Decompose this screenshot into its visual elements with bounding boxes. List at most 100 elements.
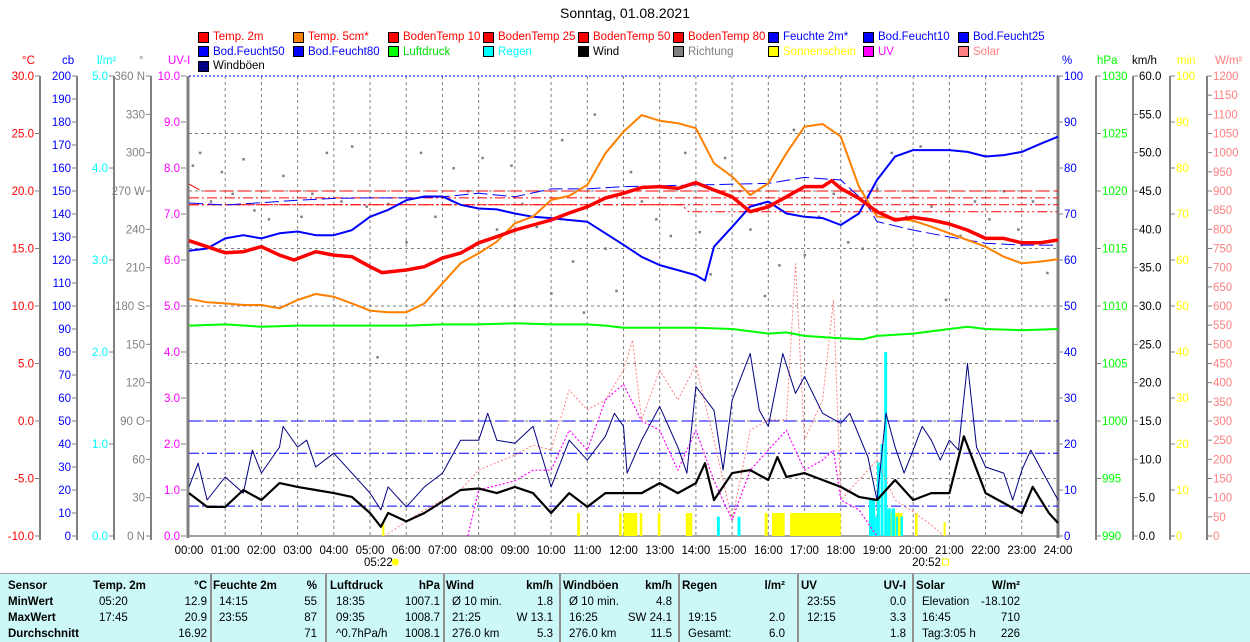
point-richtung xyxy=(684,151,687,155)
point-richtung xyxy=(191,164,195,167)
point-richtung xyxy=(253,209,256,212)
axis-tick-label: 2.0 xyxy=(92,347,108,359)
axis-tick-label: 80 xyxy=(1064,163,1077,175)
point-richtung xyxy=(434,215,437,219)
stats-column: Feuchte 2m% 14:15 55 23:55 87 71 xyxy=(213,578,317,642)
axis-hum: % 0 10 20 30 40 50 60 70 80 90 100 xyxy=(1058,55,1083,543)
column-separator xyxy=(325,574,327,642)
axis-tick-label: 6.0 xyxy=(164,255,180,267)
axis-tick-label: 20.0 xyxy=(12,186,34,198)
moon-icon xyxy=(942,558,950,566)
stats-unit: °C xyxy=(194,580,207,592)
stats-cell-value: 11.5 xyxy=(650,628,672,640)
stats-row: 276.0 km 11.5 xyxy=(563,626,672,642)
series-regen xyxy=(716,352,904,536)
axis-tick-label: 750 xyxy=(1213,244,1232,256)
axis-tick-label: 180 S xyxy=(115,301,145,313)
stats-row: 18:35 1007.1 xyxy=(330,594,440,610)
point-richtung xyxy=(792,128,796,132)
axis-tick-label: 900 xyxy=(1213,186,1232,198)
series-wind xyxy=(188,435,1059,528)
bar-regen xyxy=(887,508,891,536)
stats-unit: % xyxy=(306,580,317,592)
point-richtung xyxy=(1017,228,1020,231)
stats-cell-value: 1008.7 xyxy=(404,612,440,624)
legend-item: Temp. 5cm* xyxy=(293,31,369,43)
stats-cell-label: 21:25 xyxy=(452,612,481,624)
bar-regen xyxy=(900,516,904,536)
legend-label: BodenTemp 80 xyxy=(688,31,766,43)
axis-tick-label: 200 xyxy=(1213,454,1232,466)
legend-swatch xyxy=(863,31,874,43)
point-richtung xyxy=(550,292,553,295)
series-solar xyxy=(384,263,945,537)
column-separator xyxy=(443,574,445,642)
axis-tick-label: 300 xyxy=(126,148,145,160)
point-richtung xyxy=(560,138,564,142)
series-temp2 xyxy=(188,178,1059,275)
point-richtung xyxy=(803,253,807,257)
x-tick-label: 20:00 xyxy=(899,545,928,557)
series-feuchte xyxy=(188,135,1059,282)
stats-row: Tag:3:05 h 226 xyxy=(916,626,1020,642)
bar-sonne xyxy=(771,513,785,536)
stats-column: Luftdruck hPa 18:35 1007.1 09:35 1008.7 ^0.7hP… xyxy=(330,578,440,642)
legend-label: Feuchte 2m* xyxy=(783,31,849,43)
axis-tick-label: 10 xyxy=(1176,485,1189,497)
legend-item: BodenTemp 10 xyxy=(388,31,480,43)
stats-column: Temp. 2m °C 05:20 12.9 17:45 20.9 16.92 xyxy=(93,578,207,642)
x-tick-label: 14:00 xyxy=(682,545,711,557)
stats-unit: km/h xyxy=(526,580,553,592)
sensor-column: Sensor MinWert MaxWert Durchschnitt xyxy=(8,578,88,642)
x-tick-label: 22:00 xyxy=(971,545,1000,557)
stats-cell-value: 12.9 xyxy=(184,596,207,608)
axis-tick-label: 5.0 xyxy=(18,359,34,371)
series-line-bt80 xyxy=(189,204,1058,213)
bar-regen xyxy=(880,444,884,536)
axis-tick-label: -10.0 xyxy=(8,531,34,543)
axis-tick-label: 1000 xyxy=(1213,148,1239,160)
series-richtung xyxy=(191,113,1049,359)
point-richtung xyxy=(535,225,539,229)
axis-tick-label: 90 xyxy=(58,324,71,336)
axis-tick-label: 25.0 xyxy=(12,129,34,141)
legend-swatch xyxy=(863,46,874,57)
axis-tick-label: 100 xyxy=(1213,493,1232,505)
axis-tick-label: 100 xyxy=(1176,71,1195,83)
axis-tick-label: 1200 xyxy=(1213,71,1239,83)
series-bodenfeucht10 xyxy=(188,176,1058,246)
axis-tick-label: 45.0 xyxy=(1139,186,1161,198)
legend-label: Regen xyxy=(498,45,532,58)
bar-sonne xyxy=(639,513,643,536)
stats-title: UV xyxy=(801,580,817,592)
axis-tick-label: 20 xyxy=(1176,439,1189,451)
point-richtung xyxy=(875,187,879,190)
axis-tick-label: 1150 xyxy=(1213,90,1238,102)
stats-cell-label: 16:45 xyxy=(922,612,951,624)
stats-row: 19:15 2.0 xyxy=(682,610,785,626)
series-line-temp5 xyxy=(188,114,1059,314)
stats-cell-value: 71 xyxy=(304,628,317,640)
stats-row: 71 xyxy=(213,626,317,642)
axis-tick-label: 90 xyxy=(1176,117,1189,129)
axis-cb: cb 0 10 20 30 40 50 60 70 80 90 100 110 120 130 140 150 1… xyxy=(52,55,78,543)
axis-tick-label: 15.0 xyxy=(12,244,34,256)
axis-tick-label: 850 xyxy=(1213,205,1232,217)
stats-row: 16.92 xyxy=(93,626,207,642)
stats-cell-value: 5.3 xyxy=(537,628,553,640)
axis-tick-label: 0 xyxy=(1176,531,1182,543)
stats-header: Temp. 2m °C xyxy=(93,578,207,594)
axis-tick-label: 50 xyxy=(58,416,71,428)
stats-title: Regen xyxy=(682,580,718,592)
legend-item: Temp. 2m xyxy=(198,31,264,43)
axis-tick-label: 1100 xyxy=(1213,109,1238,121)
stats-row: 17:45 20.9 xyxy=(93,610,207,626)
stats-row: Gesamt: 6.0 xyxy=(682,626,785,642)
legend-swatch xyxy=(578,46,589,57)
axis-tick-label: 1050 xyxy=(1213,129,1239,141)
legend-swatch xyxy=(768,31,779,43)
stats-cell-label: 19:15 xyxy=(688,612,717,624)
row-label-avg: Durchschnitt xyxy=(8,628,79,640)
stats-header: Windböen km/h xyxy=(563,578,672,594)
legend-swatch xyxy=(483,46,494,57)
